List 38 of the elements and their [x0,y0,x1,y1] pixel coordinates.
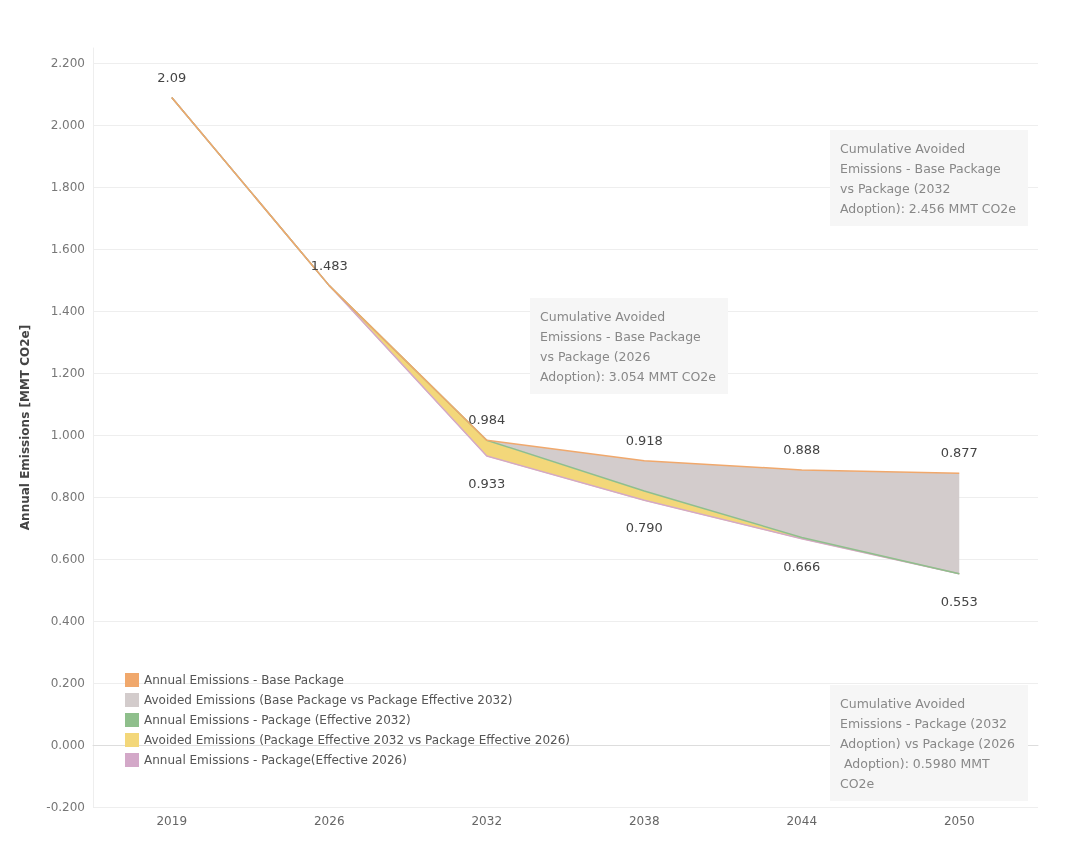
y-tick-label: 0.800 [50,490,85,505]
data-label: 0.666 [783,558,821,574]
data-label: 0.877 [940,445,978,461]
annotation: Cumulative Avoided Emissions - Package (2032 Adoption) vs Package (2026 Adoption): 0.5980 MMT CO2e [840,695,1016,791]
legend-label: Annual Emissions - Package (Effective 2032) [144,713,411,727]
legend-label: Annual Emissions - Base Package [144,673,344,687]
data-label: 2.09 [157,69,187,85]
y-tick-label: 1.600 [50,242,85,257]
y-axis-title: Annual Emissions [MMT CO2e] [18,324,32,531]
y-tick-label: 0.200 [50,676,85,691]
annotation: Cumulative Avoided Emissions - Base Package vs Package (2026 Adoption): 3.054 MMT CO2e [540,308,717,384]
y-tick-label: 1.200 [50,366,85,381]
y-tick-label: 0.000 [50,738,85,753]
y-tick-label: -0.200 [46,800,85,814]
y-tick-label: 2.000 [50,118,85,133]
x-tick-label: 2044 [786,814,818,828]
data-label: 0.790 [625,520,663,536]
data-label: 0.553 [940,593,978,609]
x-tick-label: 2026 [313,814,345,828]
x-tick-label: 2038 [628,814,660,828]
data-label: 0.918 [625,432,663,448]
data-label: 0.933 [468,476,506,491]
legend-label: Avoided Emissions (Package Effective 2032 vs Package Effective 2026) [144,733,571,747]
y-tick-label: 2.200 [50,56,85,71]
annotation: Cumulative Avoided Emissions - Base Package vs Package (2032 Adoption): 2.456 MMT CO2e [840,140,1017,216]
y-tick-label: 0.600 [50,552,85,567]
x-tick-label: 2019 [156,814,188,828]
data-label: 0.888 [783,441,821,457]
data-label: 1.483 [310,257,348,273]
y-tick-label: 1.000 [50,428,85,443]
legend-label: Avoided Emissions (Base Package vs Package Effective 2032) [144,693,513,707]
x-tick-label: 2032 [471,814,503,828]
y-tick-label: 1.400 [50,304,85,319]
legend-label: Annual Emissions - Package(Effective 2026) [144,753,407,767]
y-tick-label: 1.800 [50,180,85,195]
y-tick-label: 0.400 [50,614,85,629]
data-label: 0.984 [468,412,506,428]
x-tick-label: 2050 [943,814,975,828]
